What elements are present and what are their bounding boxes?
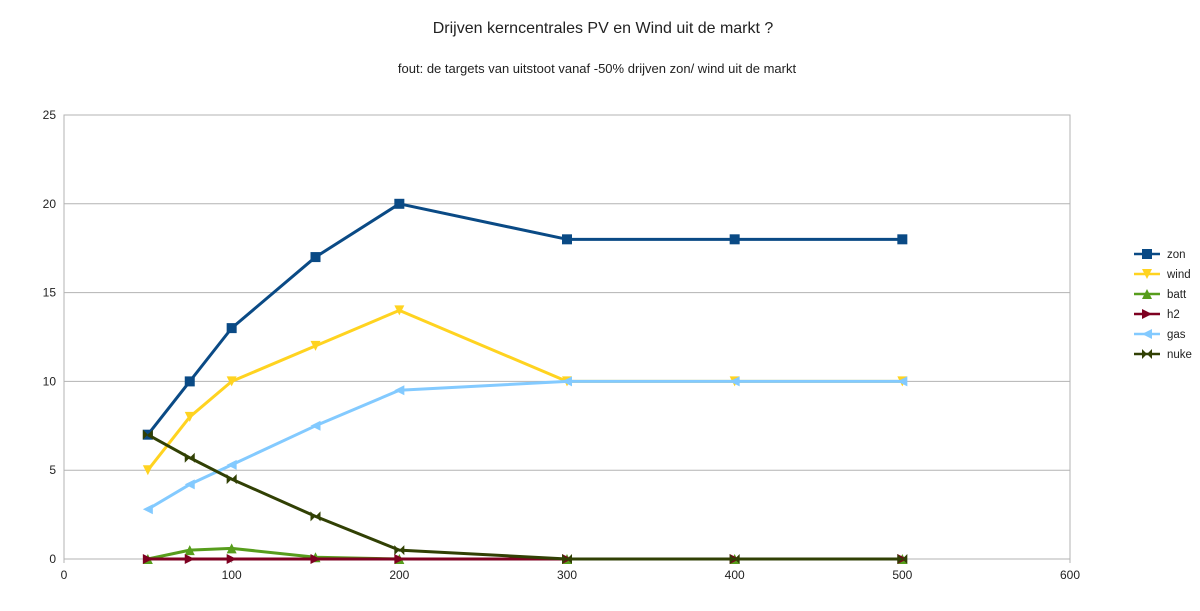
legend-item-gas: gas — [1134, 329, 1186, 341]
legend: zon wind batt h2 gas nuke — [1134, 249, 1192, 361]
data-point-zon — [226, 323, 237, 334]
data-point-zon — [562, 234, 572, 245]
series-gas — [142, 376, 908, 515]
data-point-wind — [142, 465, 153, 476]
data-point-nuke — [310, 511, 321, 522]
y-tick-label: 25 — [43, 108, 57, 122]
series-layer — [142, 198, 908, 564]
legend-label: h2 — [1167, 309, 1180, 321]
x-tick-label: 600 — [1060, 568, 1080, 582]
data-point-h2 — [394, 554, 405, 564]
legend-marker — [1142, 269, 1152, 279]
series-line-nuke — [147, 433, 903, 561]
data-point-wind — [394, 305, 405, 316]
plot-frame — [63, 114, 1071, 560]
y-tick-label: 20 — [43, 197, 57, 211]
data-point-zon — [310, 252, 321, 263]
data-point-wind — [184, 411, 195, 422]
axes: 0 5 10 15 20 25 0 100 200 300 400 500 600 — [43, 108, 1081, 582]
chart-title: Drijven kerncentrales PV en Wind uit de … — [433, 20, 774, 37]
legend-marker — [1142, 249, 1152, 259]
series-nuke — [142, 429, 908, 564]
data-point-gas — [562, 376, 572, 387]
x-tick-label: 400 — [725, 568, 745, 582]
x-tick-label: 300 — [557, 568, 577, 582]
data-point-gas — [394, 385, 405, 396]
data-point-nuke — [142, 429, 153, 440]
data-point-h2 — [226, 554, 237, 564]
data-point-nuke — [562, 554, 572, 564]
legend-label: zon — [1167, 249, 1186, 261]
data-point-gas — [226, 459, 237, 470]
data-point-zon — [729, 234, 740, 245]
series-wind — [142, 305, 908, 476]
gridlines — [63, 114, 1071, 560]
legend-label: gas — [1167, 329, 1186, 341]
legend-item-zon: zon — [1134, 249, 1186, 261]
series-batt — [142, 543, 908, 564]
data-point-h2 — [310, 554, 321, 564]
x-tick-label: 0 — [61, 568, 68, 582]
series-line-zon — [146, 202, 903, 436]
legend-item-batt: batt — [1134, 289, 1187, 301]
legend-item-nuke: nuke — [1134, 349, 1192, 361]
legend-marker — [1142, 329, 1152, 339]
data-point-gas — [729, 376, 740, 387]
data-point-wind — [310, 340, 321, 351]
y-tick-label: 15 — [43, 286, 57, 300]
data-point-zon — [394, 198, 405, 209]
data-point-zon — [184, 376, 195, 387]
legend-label: nuke — [1167, 349, 1192, 361]
data-point-gas — [897, 376, 908, 387]
y-tick-label: 0 — [49, 552, 56, 566]
data-point-batt — [184, 545, 195, 556]
data-point-nuke — [897, 554, 908, 564]
data-point-wind — [226, 376, 237, 387]
data-point-zon — [897, 234, 908, 245]
data-point-h2 — [142, 554, 153, 564]
legend-item-h2: h2 — [1134, 309, 1180, 321]
legend-marker — [1142, 309, 1152, 319]
series-line-wind — [146, 308, 903, 472]
series-zon — [142, 198, 908, 440]
y-tick-label: 10 — [43, 374, 57, 388]
legend-marker — [1142, 349, 1152, 359]
data-point-gas — [142, 504, 153, 515]
data-point-gas — [310, 420, 321, 431]
y-tick-label: 5 — [49, 463, 56, 477]
x-tick-label: 100 — [222, 568, 242, 582]
legend-marker — [1142, 289, 1152, 299]
legend-label: batt — [1167, 289, 1187, 301]
data-point-nuke — [184, 452, 195, 463]
x-tick-label: 500 — [892, 568, 912, 582]
data-point-gas — [184, 479, 195, 490]
data-point-nuke — [394, 545, 405, 556]
data-point-nuke — [226, 474, 237, 485]
series-line-gas — [147, 379, 903, 511]
legend-label: wind — [1166, 269, 1191, 281]
chart-subtitle: fout: de targets van uitstoot vanaf -50%… — [398, 61, 797, 76]
data-point-batt — [226, 543, 237, 554]
legend-item-wind: wind — [1134, 269, 1191, 281]
data-point-nuke — [729, 554, 740, 564]
data-point-h2 — [184, 554, 195, 564]
x-tick-label: 200 — [389, 568, 409, 582]
